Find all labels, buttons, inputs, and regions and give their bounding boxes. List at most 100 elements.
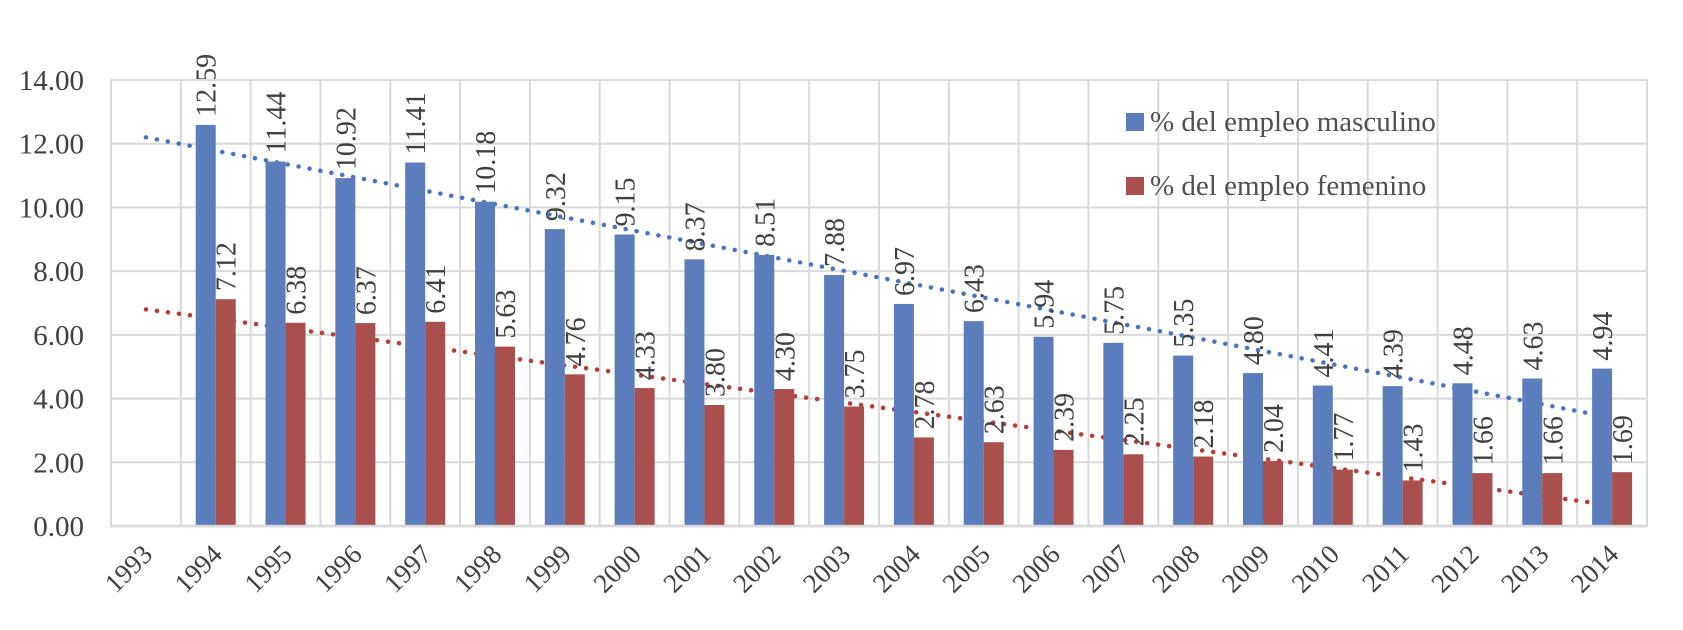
data-label: 10.18 [471, 131, 502, 194]
legend: % del empleo masculino % del empleo feme… [1126, 90, 1436, 218]
y-tick-label: 10.00 [19, 192, 84, 224]
x-tick-label: 2002 [727, 539, 786, 598]
bar-femenino-2011 [1402, 480, 1423, 526]
legend-label-femenino: % del empleo femenino [1150, 169, 1427, 202]
x-tick-label: 2004 [867, 539, 927, 599]
bar-masculino-2001 [684, 259, 705, 526]
bar-masculino-1995 [265, 161, 286, 526]
bar-masculino-1997 [405, 162, 426, 526]
data-label: 7.12 [212, 242, 243, 291]
bar-masculino-1996 [335, 178, 356, 526]
trendline [143, 307, 1615, 508]
bar-masculino-2002 [754, 254, 775, 526]
legend-swatch-femenino [1126, 177, 1144, 195]
y-tick-label: 4.00 [33, 384, 84, 416]
bar-masculino-1998 [475, 201, 495, 527]
data-label: 4.33 [631, 331, 662, 380]
x-tick-label: 2001 [657, 539, 716, 598]
data-label: 4.76 [561, 317, 592, 366]
y-axis-labels: 0.00 2.00 4.00 6.00 8.00 10.00 12.00 14.00 [19, 65, 84, 543]
y-tick-label: 14.00 [19, 65, 84, 97]
data-labels: 12.59 11.44 10.92 11.41 10.18 9.32 9.15 8.37 8.5… [192, 54, 1639, 473]
bar-masculino-2011 [1382, 386, 1403, 526]
data-label: 2.39 [1050, 393, 1081, 442]
x-tick-label: 1993 [99, 539, 158, 598]
data-label: 3.75 [840, 350, 871, 399]
data-label: 6.37 [351, 266, 382, 315]
x-tick-label: 2012 [1425, 539, 1484, 598]
bar-femenino-2009 [1263, 461, 1283, 526]
bar-masculino-2003 [824, 274, 845, 526]
data-label: 8.37 [680, 202, 711, 251]
data-label: 3.80 [700, 348, 731, 397]
data-label: 2.63 [980, 385, 1011, 434]
x-tick-label: 2013 [1495, 539, 1554, 598]
bar-masculino-2009 [1243, 373, 1263, 526]
data-label: 10.92 [331, 107, 362, 170]
data-label: 9.15 [611, 178, 642, 227]
data-label: 12.59 [192, 54, 223, 117]
bar-femenino-2013 [1542, 473, 1563, 526]
data-label: 8.51 [750, 198, 781, 247]
y-tick-label: 8.00 [33, 256, 84, 288]
bars [195, 124, 1633, 527]
y-tick-label: 0.00 [33, 511, 84, 543]
bar-femenino-1997 [425, 321, 446, 526]
data-label: 11.41 [401, 93, 432, 155]
data-label: 4.39 [1379, 329, 1410, 378]
data-label: 5.94 [1030, 280, 1061, 329]
legend-swatch-masculino [1126, 113, 1144, 131]
bar-femenino-1995 [285, 322, 306, 526]
data-label: 4.41 [1309, 329, 1340, 378]
bar-masculino-2006 [1033, 336, 1054, 526]
bar-femenino-1999 [564, 374, 585, 526]
x-tick-label: 2006 [1006, 539, 1065, 598]
bar-femenino-1996 [355, 323, 376, 526]
bar-masculino-1994 [195, 124, 216, 526]
y-tick-label: 2.00 [33, 447, 84, 479]
data-label: 4.30 [770, 332, 801, 381]
bar-masculino-2004 [893, 303, 914, 526]
data-label: 9.32 [541, 172, 572, 221]
data-label: 5.35 [1169, 299, 1200, 348]
data-label: 5.75 [1099, 286, 1130, 335]
x-tick-label: 2011 [1356, 539, 1415, 598]
x-tick-label: 1996 [308, 539, 367, 598]
x-axis-labels: 1993 1994 1995 1996 1997 1998 1999 2000 2001 2002… [99, 524, 1647, 599]
bar-femenino-2006 [1053, 449, 1074, 526]
data-label: 6.38 [282, 266, 313, 315]
bar-masculino-2007 [1103, 342, 1124, 526]
bar-masculino-2012 [1452, 383, 1473, 526]
data-label: 4.80 [1239, 316, 1270, 365]
trendline [143, 135, 1615, 420]
bar-femenino-2007 [1123, 454, 1144, 526]
bar-masculino-2014 [1592, 368, 1613, 526]
bar-femenino-2001 [704, 404, 725, 526]
data-label: 6.41 [421, 265, 452, 314]
x-tick-label: 1999 [518, 539, 577, 598]
bar-femenino-2005 [983, 442, 1004, 526]
trendlines [143, 135, 1615, 508]
data-label: 1.77 [1329, 413, 1360, 462]
x-tick-label: 1998 [448, 539, 507, 598]
data-label: 4.94 [1588, 312, 1619, 361]
bar-femenino-2008 [1193, 456, 1214, 526]
data-label: 2.78 [910, 380, 941, 429]
bar-masculino-2005 [963, 321, 984, 526]
x-tick-label: 2014 [1565, 539, 1625, 599]
bar-masculino-2000 [614, 234, 635, 526]
legend-item-femenino: % del empleo femenino [1126, 154, 1436, 218]
data-label: 6.43 [960, 264, 991, 313]
y-tick-label: 6.00 [33, 320, 84, 352]
bar-femenino-1998 [495, 346, 515, 526]
y-tick-label: 12.00 [19, 129, 84, 161]
data-label: 2.25 [1119, 397, 1150, 446]
data-label: 2.18 [1189, 400, 1220, 449]
bar-femenino-2014 [1612, 472, 1633, 526]
bar-masculino-2013 [1522, 378, 1543, 526]
x-tick-label: 2003 [797, 539, 856, 598]
legend-label-masculino: % del empleo masculino [1150, 105, 1436, 138]
bar-masculino-2010 [1312, 385, 1333, 526]
x-tick-label: 2008 [1146, 539, 1205, 598]
